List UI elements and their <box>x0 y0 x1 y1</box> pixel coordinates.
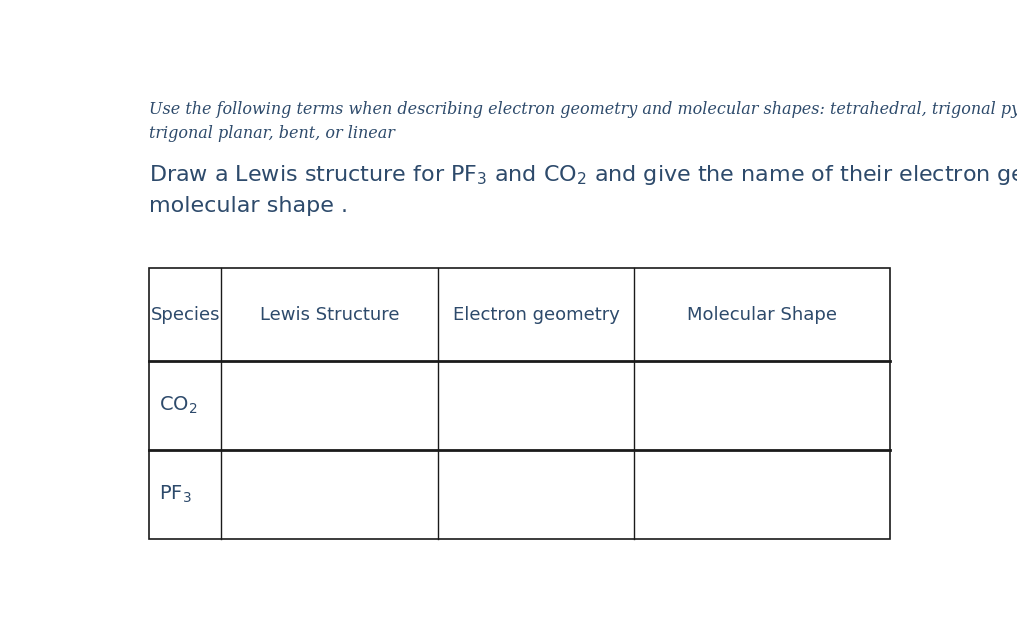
Text: Molecular Shape: Molecular Shape <box>687 306 837 324</box>
Text: Lewis Structure: Lewis Structure <box>260 306 400 324</box>
Text: Draw a Lewis structure for PF$_3$ and CO$_2$ and give the name of their electron: Draw a Lewis structure for PF$_3$ and CO… <box>149 163 1017 187</box>
Text: PF$_3$: PF$_3$ <box>159 484 191 505</box>
Text: molecular shape .: molecular shape . <box>149 196 348 217</box>
Text: Electron geometry: Electron geometry <box>453 306 619 324</box>
Bar <box>149 268 890 539</box>
Text: CO$_2$: CO$_2$ <box>159 395 197 416</box>
Text: trigonal planar, bent, or linear: trigonal planar, bent, or linear <box>149 125 395 142</box>
Text: Species: Species <box>151 306 220 324</box>
Text: Use the following terms when describing electron geometry and molecular shapes: : Use the following terms when describing … <box>149 101 1017 118</box>
